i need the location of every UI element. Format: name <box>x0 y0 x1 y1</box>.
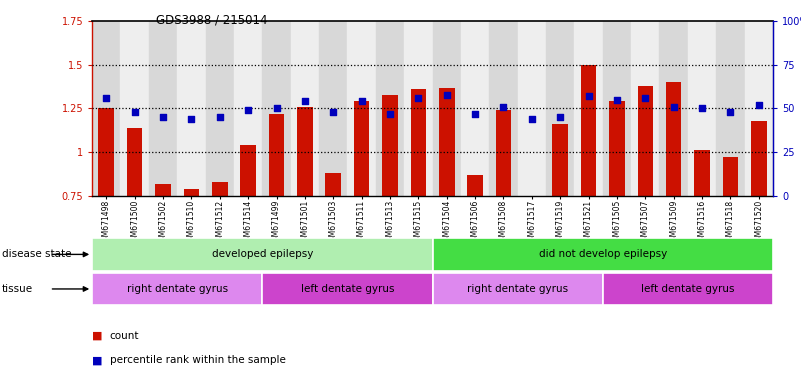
Bar <box>638 86 653 196</box>
Bar <box>433 21 461 196</box>
Bar <box>405 21 433 196</box>
Point <box>355 98 368 104</box>
Text: right dentate gyrus: right dentate gyrus <box>467 284 568 294</box>
Bar <box>120 21 149 196</box>
Bar <box>411 89 426 196</box>
Text: did not develop epilepsy: did not develop epilepsy <box>538 249 667 260</box>
Bar <box>574 21 602 196</box>
Bar <box>581 65 597 196</box>
Bar <box>694 151 710 196</box>
Point <box>695 106 708 112</box>
Bar <box>92 238 433 271</box>
Bar <box>183 189 199 196</box>
Bar <box>659 21 688 196</box>
Bar <box>177 21 206 196</box>
Text: GDS3988 / 215014: GDS3988 / 215014 <box>156 13 268 26</box>
Bar <box>433 273 602 305</box>
Point <box>497 104 510 110</box>
Point <box>128 109 141 115</box>
Point <box>213 114 226 120</box>
Point <box>185 116 198 122</box>
Bar <box>348 21 376 196</box>
Bar <box>212 182 227 196</box>
Text: count: count <box>110 331 139 341</box>
Point <box>610 97 623 103</box>
Bar <box>546 21 574 196</box>
Text: ■: ■ <box>92 355 103 365</box>
Text: right dentate gyrus: right dentate gyrus <box>127 284 227 294</box>
Point <box>327 109 340 115</box>
Bar <box>325 173 341 196</box>
Point <box>242 107 255 113</box>
Bar <box>489 21 517 196</box>
Bar <box>467 175 483 196</box>
Point <box>412 95 425 101</box>
Bar <box>461 21 489 196</box>
Text: ■: ■ <box>92 331 103 341</box>
Bar <box>716 21 745 196</box>
Bar <box>268 114 284 196</box>
Bar <box>376 21 405 196</box>
Bar <box>263 21 291 196</box>
Point <box>157 114 170 120</box>
Point <box>724 109 737 115</box>
Bar <box>155 184 171 196</box>
Bar <box>297 107 312 196</box>
Point <box>525 116 538 122</box>
Point <box>270 106 283 112</box>
Bar <box>631 21 659 196</box>
Text: developed epilepsy: developed epilepsy <box>211 249 313 260</box>
Text: disease state: disease state <box>2 249 71 260</box>
Bar <box>319 21 348 196</box>
Bar <box>263 273 433 305</box>
Bar <box>439 88 454 196</box>
Bar <box>206 21 234 196</box>
Point <box>553 114 566 120</box>
Text: tissue: tissue <box>2 284 33 294</box>
Point <box>384 111 396 117</box>
Bar <box>382 94 398 196</box>
Bar <box>433 238 773 271</box>
Point <box>639 95 652 101</box>
Bar <box>99 109 114 196</box>
Point <box>667 104 680 110</box>
Bar <box>234 21 263 196</box>
Bar <box>666 82 682 196</box>
Point <box>299 98 312 104</box>
Bar <box>517 21 546 196</box>
Bar <box>291 21 319 196</box>
Bar <box>751 121 767 196</box>
Point <box>469 111 481 117</box>
Text: left dentate gyrus: left dentate gyrus <box>641 284 735 294</box>
Bar <box>127 128 143 196</box>
Point <box>582 93 595 99</box>
Bar <box>149 21 177 196</box>
Bar <box>92 273 263 305</box>
Bar <box>354 101 369 196</box>
Bar <box>92 21 120 196</box>
Bar <box>496 110 511 196</box>
Bar <box>240 145 256 196</box>
Text: percentile rank within the sample: percentile rank within the sample <box>110 355 286 365</box>
Bar <box>688 21 716 196</box>
Bar <box>603 273 773 305</box>
Bar <box>723 157 739 196</box>
Point <box>441 91 453 98</box>
Bar <box>603 21 631 196</box>
Bar <box>553 124 568 196</box>
Bar <box>745 21 773 196</box>
Point <box>752 102 765 108</box>
Point <box>100 95 113 101</box>
Text: left dentate gyrus: left dentate gyrus <box>300 284 394 294</box>
Bar <box>609 101 625 196</box>
